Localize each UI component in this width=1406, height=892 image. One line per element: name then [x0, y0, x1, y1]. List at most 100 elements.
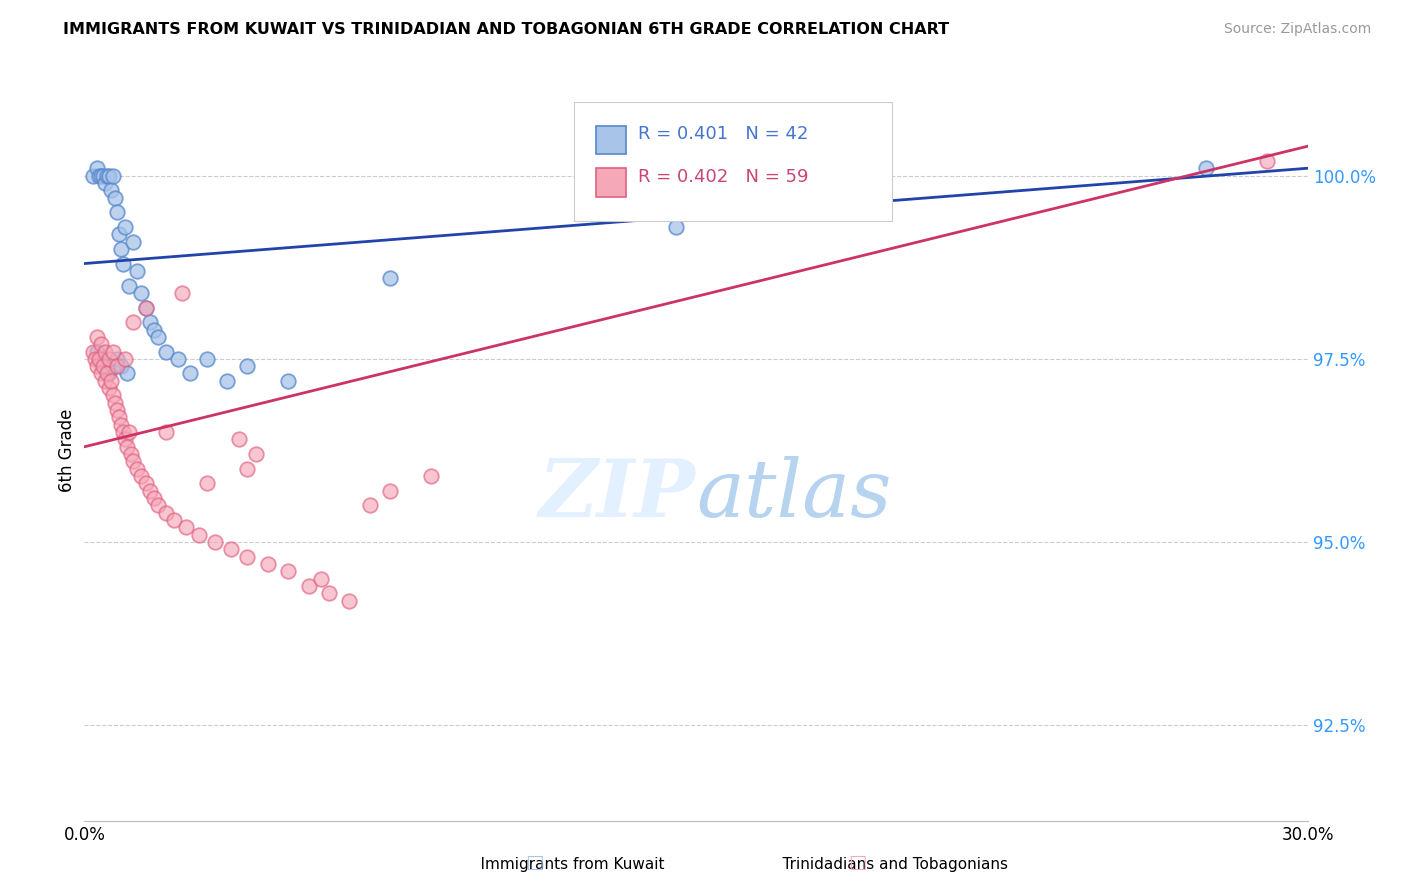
Point	[380, 483, 402, 498]
Text: Trinidadians and Tobagonians: Trinidadians and Tobagonians	[763, 857, 1008, 872]
Point	[359, 499, 381, 513]
Point	[118, 278, 141, 293]
FancyBboxPatch shape	[596, 126, 626, 154]
Point	[380, 271, 402, 285]
Point	[142, 491, 165, 505]
Point	[142, 322, 165, 336]
Point	[86, 161, 108, 176]
Point	[120, 447, 142, 461]
Point	[115, 367, 138, 381]
Point	[101, 388, 124, 402]
Point	[236, 549, 259, 564]
Point	[122, 315, 145, 329]
Point	[104, 190, 127, 204]
Point	[105, 205, 128, 219]
Point	[110, 417, 132, 432]
Point	[114, 219, 136, 234]
Point	[112, 425, 135, 439]
Point	[122, 235, 145, 249]
Point	[127, 462, 149, 476]
Point	[86, 344, 108, 359]
Point	[298, 579, 321, 593]
Point	[90, 337, 112, 351]
Point	[420, 469, 443, 483]
Point	[105, 351, 128, 366]
Y-axis label: 6th Grade: 6th Grade	[58, 409, 76, 492]
Point	[236, 462, 259, 476]
Point	[245, 447, 267, 461]
Point	[122, 454, 145, 468]
Text: IMMIGRANTS FROM KUWAIT VS TRINIDADIAN AND TOBAGONIAN 6TH GRADE CORRELATION CHART: IMMIGRANTS FROM KUWAIT VS TRINIDADIAN AN…	[63, 22, 949, 37]
Point	[97, 169, 120, 183]
Point	[665, 219, 688, 234]
Point	[118, 425, 141, 439]
Point	[277, 374, 299, 388]
Text: □: □	[524, 854, 544, 872]
Point	[163, 513, 186, 527]
Point	[93, 359, 115, 373]
Point	[93, 344, 115, 359]
Point	[90, 351, 112, 366]
Point	[179, 367, 201, 381]
Point	[96, 367, 118, 381]
Point	[93, 176, 115, 190]
Point	[146, 499, 169, 513]
Text: Immigrants from Kuwait: Immigrants from Kuwait	[461, 857, 664, 872]
Text: □: □	[848, 854, 868, 872]
Point	[114, 351, 136, 366]
Point	[135, 301, 157, 315]
Point	[127, 264, 149, 278]
Text: R = 0.402   N = 59: R = 0.402 N = 59	[638, 168, 808, 186]
Point	[135, 476, 157, 491]
Text: atlas: atlas	[696, 456, 891, 533]
Point	[155, 425, 177, 439]
Point	[97, 367, 120, 381]
Point	[309, 572, 332, 586]
FancyBboxPatch shape	[574, 103, 891, 221]
Point	[236, 359, 259, 373]
Point	[219, 542, 242, 557]
Point	[172, 285, 194, 300]
Point	[105, 359, 128, 373]
Text: R = 0.401   N = 42: R = 0.401 N = 42	[638, 126, 808, 144]
Point	[96, 169, 118, 183]
Point	[155, 506, 177, 520]
Point	[83, 351, 105, 366]
Point	[110, 359, 132, 373]
Point	[131, 285, 153, 300]
Point	[112, 256, 135, 270]
Point	[93, 374, 115, 388]
Point	[1195, 161, 1218, 176]
Point	[97, 351, 120, 366]
Point	[138, 483, 160, 498]
Point	[257, 557, 280, 571]
Point	[114, 433, 136, 447]
Point	[318, 586, 340, 600]
Point	[146, 330, 169, 344]
FancyBboxPatch shape	[596, 169, 626, 196]
Point	[91, 169, 114, 183]
Point	[135, 301, 157, 315]
Point	[90, 169, 112, 183]
Point	[87, 351, 110, 366]
Point	[87, 169, 110, 183]
Point	[217, 374, 239, 388]
Point	[101, 359, 124, 373]
Point	[110, 242, 132, 256]
Point	[228, 433, 250, 447]
Point	[91, 359, 114, 373]
Point	[100, 183, 122, 197]
Point	[108, 227, 131, 242]
Point	[97, 381, 120, 395]
Point	[101, 169, 124, 183]
Point	[101, 344, 124, 359]
Point	[86, 330, 108, 344]
Point	[100, 374, 122, 388]
Point	[195, 351, 218, 366]
Point	[187, 528, 209, 542]
Text: Source: ZipAtlas.com: Source: ZipAtlas.com	[1223, 22, 1371, 37]
Point	[195, 476, 218, 491]
Text: ZIP: ZIP	[538, 456, 696, 533]
Point	[339, 593, 361, 607]
Point	[167, 351, 190, 366]
